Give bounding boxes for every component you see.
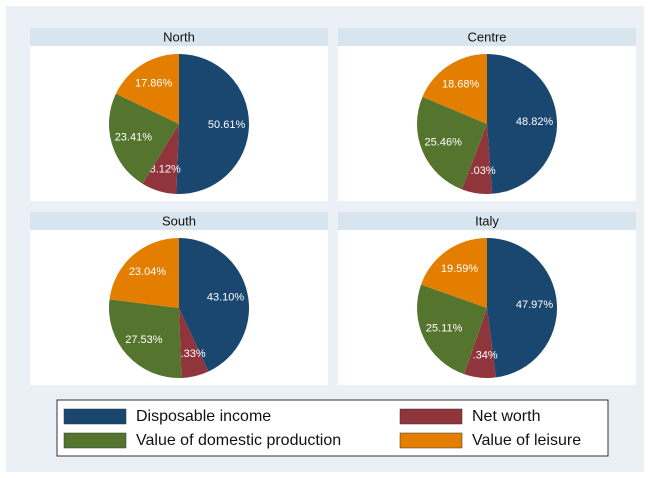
slice-label: 25.11% [426, 323, 463, 335]
legend-label: Value of leisure [472, 432, 581, 449]
pie-slice [417, 96, 487, 190]
slice-label: 19.59% [441, 263, 479, 275]
slice-label: 17.86% [135, 78, 173, 90]
panel-title-strip [30, 28, 328, 46]
legend-swatch [63, 408, 127, 425]
pie-slice [109, 299, 182, 378]
slice-label: 8.12% [150, 163, 181, 175]
pie-slice [179, 308, 209, 378]
slice-label: 25.46% [425, 137, 463, 149]
pie-slice [487, 238, 558, 378]
slice-label: 18.68% [442, 78, 480, 90]
panel-title-strip [338, 212, 636, 230]
slice-label: 47.97% [516, 299, 554, 311]
panel-title-strip [338, 28, 636, 46]
legend-swatch [63, 432, 127, 449]
legend-label: Disposable income [136, 408, 271, 425]
pie-slice [464, 308, 496, 378]
pie-slice [109, 238, 179, 308]
panel-title: Italy [475, 213, 499, 228]
slice-label: 43.10% [207, 292, 245, 304]
legend-label: Net worth [472, 408, 540, 425]
slice-label: 23.04% [129, 266, 167, 278]
legend-swatch [399, 408, 463, 425]
panel-title: North [163, 29, 195, 44]
pie-slice [422, 54, 487, 124]
slice-label: 48.82% [516, 116, 554, 128]
pie-slice [416, 284, 487, 375]
pie-slice [487, 54, 557, 194]
slice-label: 27.53% [125, 334, 163, 346]
slice-label: 23.41% [115, 131, 153, 143]
panel-title: Centre [467, 29, 506, 44]
legend-swatch [399, 432, 463, 449]
pie-slice [421, 238, 487, 308]
pie-slice [142, 124, 179, 194]
pie-slice [176, 54, 249, 194]
pie-slice [179, 238, 249, 372]
panel-title-strip [30, 212, 328, 230]
slice-label: 7.03% [464, 165, 495, 177]
slice-label: 6.33% [174, 348, 205, 360]
slice-label: 7.34% [467, 349, 498, 361]
pie-slice [461, 124, 493, 194]
panel-title: South [162, 213, 196, 228]
slice-label: 50.61% [208, 119, 246, 131]
pie-slice [115, 54, 179, 124]
legend-box [56, 399, 609, 457]
legend-label: Value of domestic production [136, 432, 341, 449]
pie-slice [109, 93, 179, 184]
